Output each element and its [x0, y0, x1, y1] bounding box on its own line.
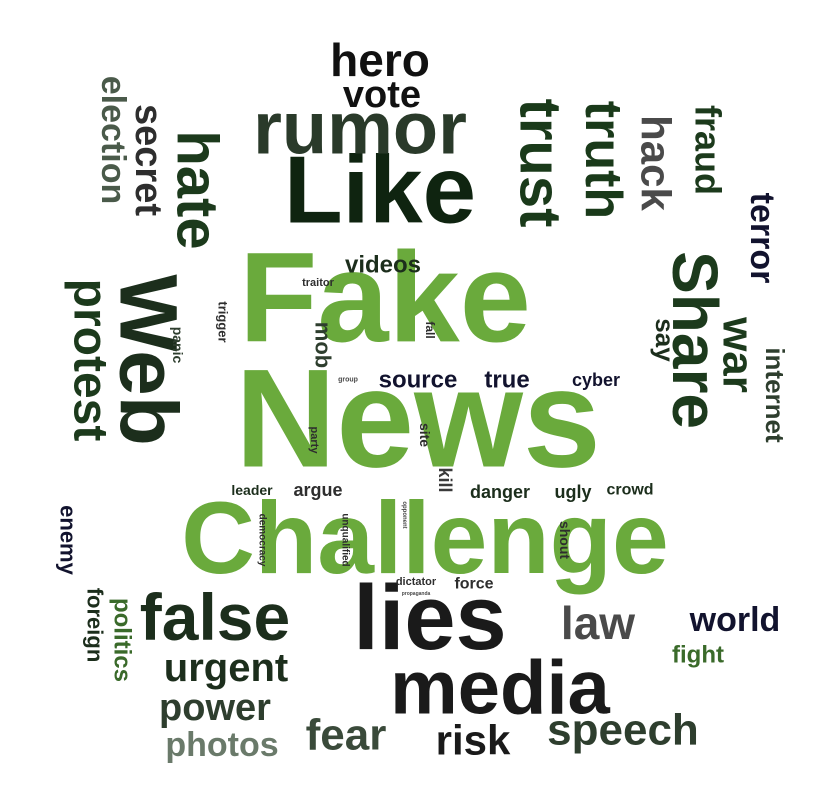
word-videos: videos [345, 252, 421, 279]
word-shout: shout [557, 521, 573, 559]
word-enemy: enemy [56, 505, 81, 575]
word-lies: lies [353, 567, 506, 669]
word-cyber: cyber [572, 370, 620, 390]
word-law: law [561, 597, 635, 649]
word-say: say [650, 318, 680, 362]
word-internet: internet [760, 347, 790, 443]
word-ugly: ugly [554, 482, 591, 502]
word-hero: hero [330, 34, 430, 86]
word-traitor: traitor [302, 277, 335, 289]
word-challenge: Challenge [181, 481, 668, 595]
word-danger: danger [470, 482, 530, 502]
word-leader: leader [231, 482, 273, 498]
word-foreign: foreign [83, 588, 108, 663]
word-fraud: fraud [688, 105, 729, 195]
word-speech: speech [547, 706, 699, 755]
word-trigger: trigger [216, 301, 231, 342]
word-trust: trust [508, 99, 573, 228]
word-mob: mob [311, 322, 336, 368]
word-dictator: dictator [396, 576, 437, 588]
word-group: group [338, 377, 358, 384]
word-force: force [454, 576, 493, 593]
word-fall: fall [423, 321, 437, 338]
word-urgent: urgent [164, 646, 288, 690]
word-terror: terror [743, 193, 781, 284]
word-propaganda: propaganda [402, 591, 431, 597]
word-kill: kill [435, 467, 455, 492]
word-argue: argue [293, 480, 342, 500]
word-party: party [308, 427, 320, 455]
word-politics: politics [109, 598, 136, 682]
word-panic: panic [170, 327, 186, 364]
word-power: power [159, 687, 271, 729]
word-hack: hack [633, 115, 680, 211]
word-true: true [484, 367, 529, 394]
word-risk: risk [436, 717, 511, 764]
word-world: world [689, 601, 781, 639]
word-photos: photos [165, 726, 278, 764]
word-crowd: crowd [606, 482, 653, 499]
word-unqualified: unqualified [340, 513, 351, 566]
word-rumor: rumor [253, 87, 467, 170]
word-fight: fight [672, 642, 724, 669]
word-site: site [417, 423, 433, 447]
word-secret: secret [127, 104, 169, 216]
word-fear: fear [306, 711, 387, 760]
word-like: Like [284, 137, 476, 244]
word-vote: vote [343, 74, 421, 116]
word-fake: Fake [239, 227, 531, 370]
word-election: election [94, 76, 132, 204]
word-hate: hate [165, 130, 230, 249]
word-share: Share [659, 251, 731, 429]
word-truth: truth [574, 101, 632, 219]
word-media: media [390, 646, 610, 731]
word-opponent: opponent [401, 501, 407, 528]
word-news: News [235, 340, 601, 497]
word-protest: protest [64, 279, 117, 442]
word-false: false [140, 580, 290, 654]
word-democracy: democracy [257, 514, 268, 567]
word-war: war [714, 316, 763, 393]
word-source: source [379, 367, 458, 394]
word-web: Web [103, 274, 194, 446]
